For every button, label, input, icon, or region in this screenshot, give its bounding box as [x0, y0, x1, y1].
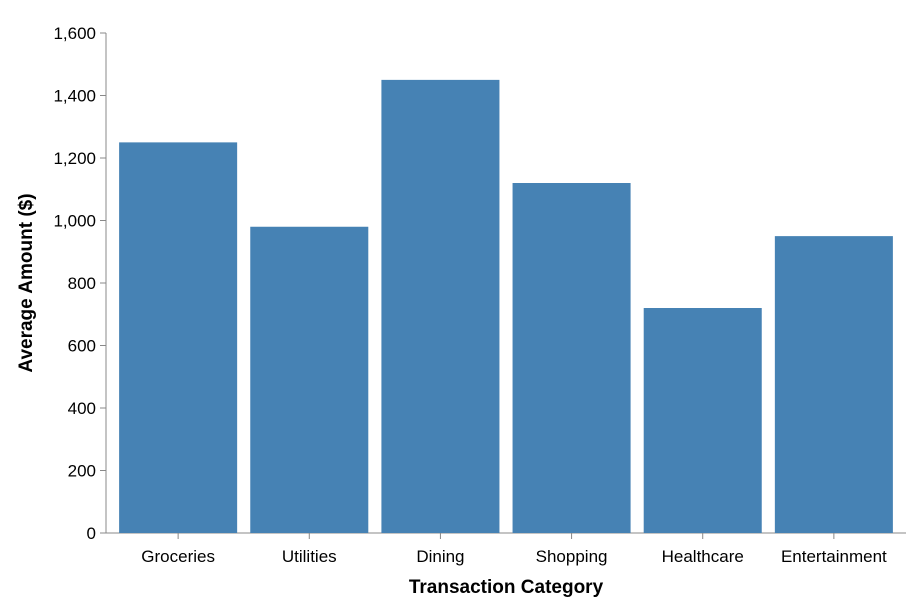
y-tick-label: 0 [87, 524, 96, 543]
x-axis-title: Transaction Category [409, 577, 604, 598]
bar-dining[interactable] [381, 79, 500, 533]
y-axis-title: Average Amount ($) [16, 193, 37, 372]
bars-group [119, 79, 893, 533]
y-tick-label: 200 [68, 462, 96, 481]
x-tick-label: Dining [416, 547, 464, 566]
x-tick-label: Groceries [141, 547, 215, 566]
x-tick-label: Utilities [282, 547, 337, 566]
bar-entertainment[interactable] [774, 236, 893, 533]
bar-utilities[interactable] [250, 226, 369, 533]
y-axis: 0 200 400 600 800 1,000 1,200 1,400 1,600 [53, 24, 107, 543]
y-tick-label: 1,200 [53, 149, 96, 168]
x-tick-label: Entertainment [781, 547, 887, 566]
bar-healthcare[interactable] [643, 308, 762, 533]
y-tick-label: 600 [68, 337, 96, 356]
x-axis: Groceries Utilities Dining Shopping Healthca… [106, 532, 906, 566]
x-tick-label: Healthcare [662, 547, 744, 566]
bar-groceries[interactable] [119, 142, 238, 533]
y-tick-label: 400 [68, 399, 96, 418]
y-tick-label: 1,600 [53, 24, 96, 43]
x-tick-label: Shopping [536, 547, 608, 566]
y-tick-label: 1,000 [53, 212, 96, 231]
bar-shopping[interactable] [512, 183, 631, 533]
y-tick-label: 800 [68, 274, 96, 293]
y-tick-label: 1,400 [53, 87, 96, 106]
